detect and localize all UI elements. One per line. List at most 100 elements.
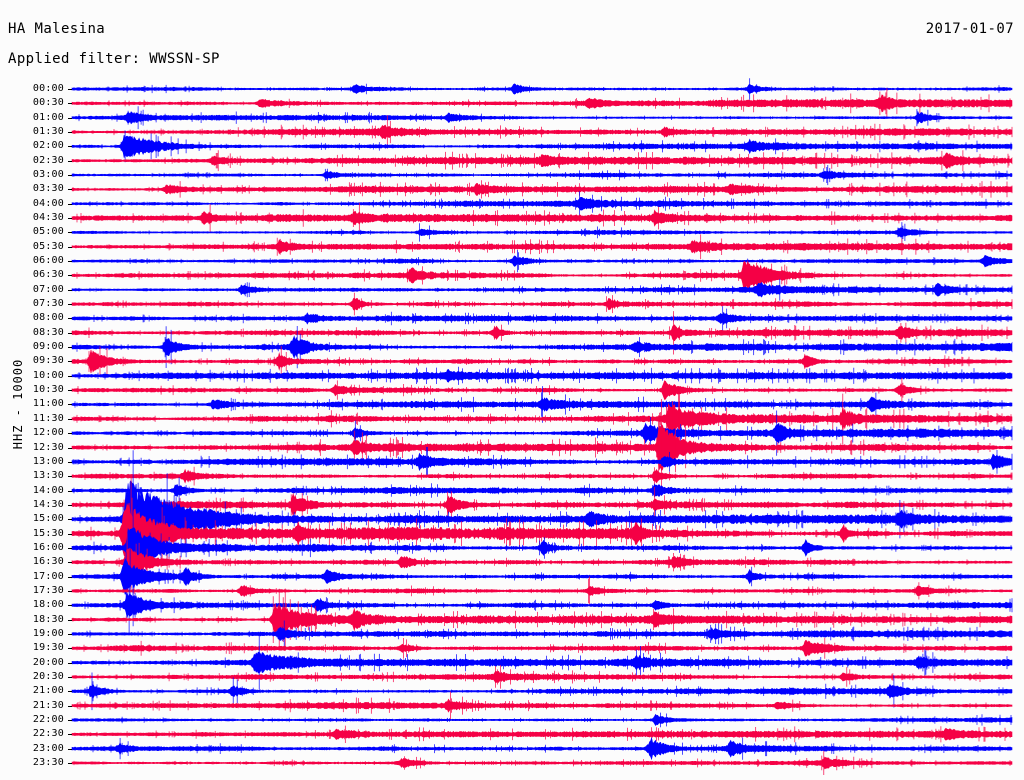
time-tick-label: 06:30 <box>32 269 64 281</box>
seismic-trace-spikes <box>80 576 1013 606</box>
seismic-trace <box>71 369 1013 383</box>
time-tick-mark <box>68 146 72 148</box>
seismic-trace-spikes <box>83 250 956 273</box>
time-tick-label: 22:30 <box>32 728 64 740</box>
time-tick-label: 04:00 <box>32 197 64 209</box>
seismic-trace <box>71 756 1013 770</box>
time-tick-label: 13:30 <box>32 470 64 482</box>
time-tick-label: 14:00 <box>32 484 64 496</box>
time-tick-mark <box>68 160 72 162</box>
seismic-trace-spikes <box>97 712 1012 728</box>
seismic-trace-spikes <box>77 366 1003 385</box>
seismic-trace-spikes <box>78 106 1007 130</box>
time-tick-mark <box>68 676 72 678</box>
seismic-trace-spikes <box>91 399 991 496</box>
seismic-trace-spikes <box>86 292 1013 316</box>
seismic-trace-spikes <box>73 477 1011 504</box>
seismic-trace-spikes <box>74 115 1013 149</box>
time-tick-mark <box>68 332 72 334</box>
time-tick-mark <box>68 203 72 205</box>
time-tick-label: 16:30 <box>32 556 64 568</box>
seismic-trace-spikes <box>77 377 1007 403</box>
time-tick-mark <box>68 318 72 320</box>
time-tick-mark <box>68 662 72 664</box>
time-tick-label: 11:30 <box>32 412 64 424</box>
time-tick-mark <box>68 533 72 535</box>
seismic-trace-spikes <box>93 494 1012 602</box>
seismic-trace-spikes <box>84 576 1013 635</box>
time-tick-label: 20:00 <box>32 656 64 668</box>
time-tick-mark <box>68 261 72 263</box>
applied-filter-label: Applied filter: WWSSN-SP <box>8 51 220 67</box>
seismic-trace <box>71 423 1013 472</box>
time-tick-mark <box>68 547 72 549</box>
time-tick-label: 01:00 <box>32 111 64 123</box>
time-tick-mark <box>68 719 72 721</box>
time-tick-mark <box>68 490 72 492</box>
time-tick-label: 07:00 <box>32 283 64 295</box>
time-tick-label: 06:00 <box>32 255 64 267</box>
time-tick-mark <box>68 232 72 234</box>
time-tick-mark <box>68 504 72 506</box>
time-tick-mark <box>68 519 72 521</box>
seismic-trace-spikes <box>105 150 1010 172</box>
seismic-trace-spikes <box>89 191 1010 217</box>
time-tick-mark <box>68 117 72 119</box>
seismic-trace-spikes <box>106 234 1001 260</box>
seismic-trace <box>71 402 1013 435</box>
seismic-trace-spikes <box>72 446 1013 477</box>
time-tick-mark <box>68 246 72 248</box>
record-date: 2017-01-07 <box>925 21 1014 37</box>
seismic-trace-spikes <box>79 487 1011 523</box>
seismic-trace-spikes <box>78 278 1013 301</box>
time-tick-label: 19:30 <box>32 642 64 654</box>
seismic-trace <box>71 698 1013 713</box>
time-tick-label: 15:00 <box>32 513 64 525</box>
seismic-trace-spikes <box>76 691 1005 720</box>
time-tick-label: 12:00 <box>32 427 64 439</box>
seismic-trace <box>71 713 1013 727</box>
seismic-trace <box>71 727 1013 741</box>
time-tick-mark <box>68 375 72 377</box>
time-tick-mark <box>68 633 72 635</box>
time-tick-mark <box>68 361 72 363</box>
seismic-trace-spikes <box>93 306 1009 331</box>
time-tick-mark <box>68 590 72 592</box>
time-tick-label: 03:00 <box>32 169 64 181</box>
time-tick-label: 23:30 <box>32 756 64 768</box>
time-tick-mark <box>68 605 72 607</box>
seismic-trace <box>71 209 1013 227</box>
time-tick-mark <box>68 619 72 621</box>
time-tick-label: 00:00 <box>32 83 64 94</box>
time-tick-label: 12:30 <box>32 441 64 453</box>
time-tick-label: 09:00 <box>32 341 64 353</box>
time-tick-mark <box>68 132 72 134</box>
seismic-trace <box>71 558 1013 595</box>
time-tick-mark <box>68 705 72 707</box>
time-tick-label: 08:30 <box>32 326 64 338</box>
seismic-trace <box>71 152 1013 170</box>
seismic-trace-spikes <box>76 262 1010 289</box>
seismic-trace-spikes <box>79 725 1006 743</box>
seismic-trace-spikes <box>79 130 1012 163</box>
seismic-trace <box>71 422 1013 444</box>
seismic-trace-spikes <box>85 88 1011 119</box>
seismic-trace-spikes <box>84 533 996 592</box>
time-tick-mark <box>68 433 72 435</box>
seismic-trace-spikes <box>88 311 1008 355</box>
seismic-trace-spikes <box>89 665 1002 689</box>
time-tick-label: 05:00 <box>32 226 64 238</box>
seismic-trace <box>71 197 1013 211</box>
seismic-trace <box>71 483 1013 498</box>
seismic-trace <box>71 239 1013 255</box>
seismic-trace <box>71 396 1013 413</box>
time-tick-mark <box>68 447 72 449</box>
time-tick-label: 19:00 <box>32 627 64 639</box>
seismic-trace-spikes <box>92 737 1001 760</box>
time-tick-label: 07:30 <box>32 298 64 310</box>
time-tick-mark <box>68 390 72 392</box>
time-tick-label: 00:30 <box>32 97 64 109</box>
time-tick-label: 13:00 <box>32 455 64 467</box>
time-tick-mark <box>68 89 72 90</box>
